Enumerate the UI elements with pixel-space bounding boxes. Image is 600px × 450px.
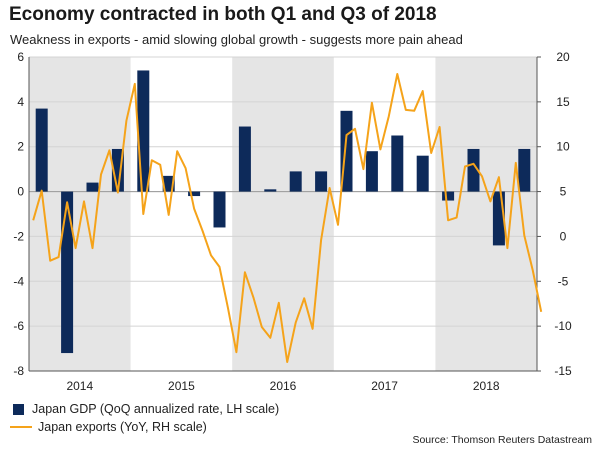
x-tick-label-2015: 2015 [168,379,195,393]
left-tick-label: 6 [17,50,24,64]
gdp-bar [264,189,277,192]
chart-title: Economy contracted in both Q1 and Q3 of … [9,4,437,25]
gdp-bar [315,171,328,192]
gdp-bar [289,171,302,192]
right-tick-label: -5 [558,274,569,288]
source-note: Source: Thomson Reuters Datastream [412,434,592,446]
legend-item-gdp: Japan GDP (QoQ annualized rate, LH scale… [10,402,279,416]
gdp-bar [35,108,48,192]
gdp-bar [61,191,74,354]
gdp-bar [238,126,251,192]
left-tick-label: 4 [17,95,24,109]
x-tick-label-2017: 2017 [371,379,398,393]
right-tick-label: 10 [556,140,570,154]
exports-line [32,73,543,363]
right-tick-label: 20 [556,50,570,64]
shaded-band-2016 [232,57,334,371]
left-tick-label: 0 [17,185,24,199]
x-tick-label-2014: 2014 [66,379,93,393]
right-tick-label: 15 [556,95,570,109]
chart-subtitle: Weakness in exports - amid slowing globa… [10,32,463,47]
gdp-bar [137,70,150,192]
left-tick-label: -6 [13,319,24,333]
left-tick-label: -2 [13,229,24,243]
right-tick-label: -10 [554,319,572,333]
legend-swatch-exports [10,426,32,428]
gdp-bar [442,191,455,201]
gdp-bar [467,148,480,192]
legend-item-exports: Japan exports (YoY, RH scale) [10,420,207,434]
x-tick-label-2016: 2016 [270,379,297,393]
gdp-bar [188,191,201,197]
left-tick-label: 2 [17,140,24,154]
x-tick-label-2018: 2018 [473,379,500,393]
legend-swatch-gdp [13,403,24,415]
gdp-bar [416,155,429,192]
gdp-bar [213,191,226,228]
shaded-band-2018 [435,57,537,371]
right-tick-label: 5 [560,185,567,199]
left-tick-label: -8 [13,364,24,378]
legend-label-exports: Japan exports (YoY, RH scale) [38,420,207,434]
left-tick-label: -4 [13,274,24,288]
gdp-bar [518,148,531,192]
right-tick-label: -15 [554,364,572,378]
right-tick-label: 0 [560,229,567,243]
gdp-bar [86,182,99,192]
gdp-bar [365,151,378,192]
gdp-bar [391,135,404,192]
legend-label-gdp: Japan GDP (QoQ annualized rate, LH scale… [32,402,280,416]
